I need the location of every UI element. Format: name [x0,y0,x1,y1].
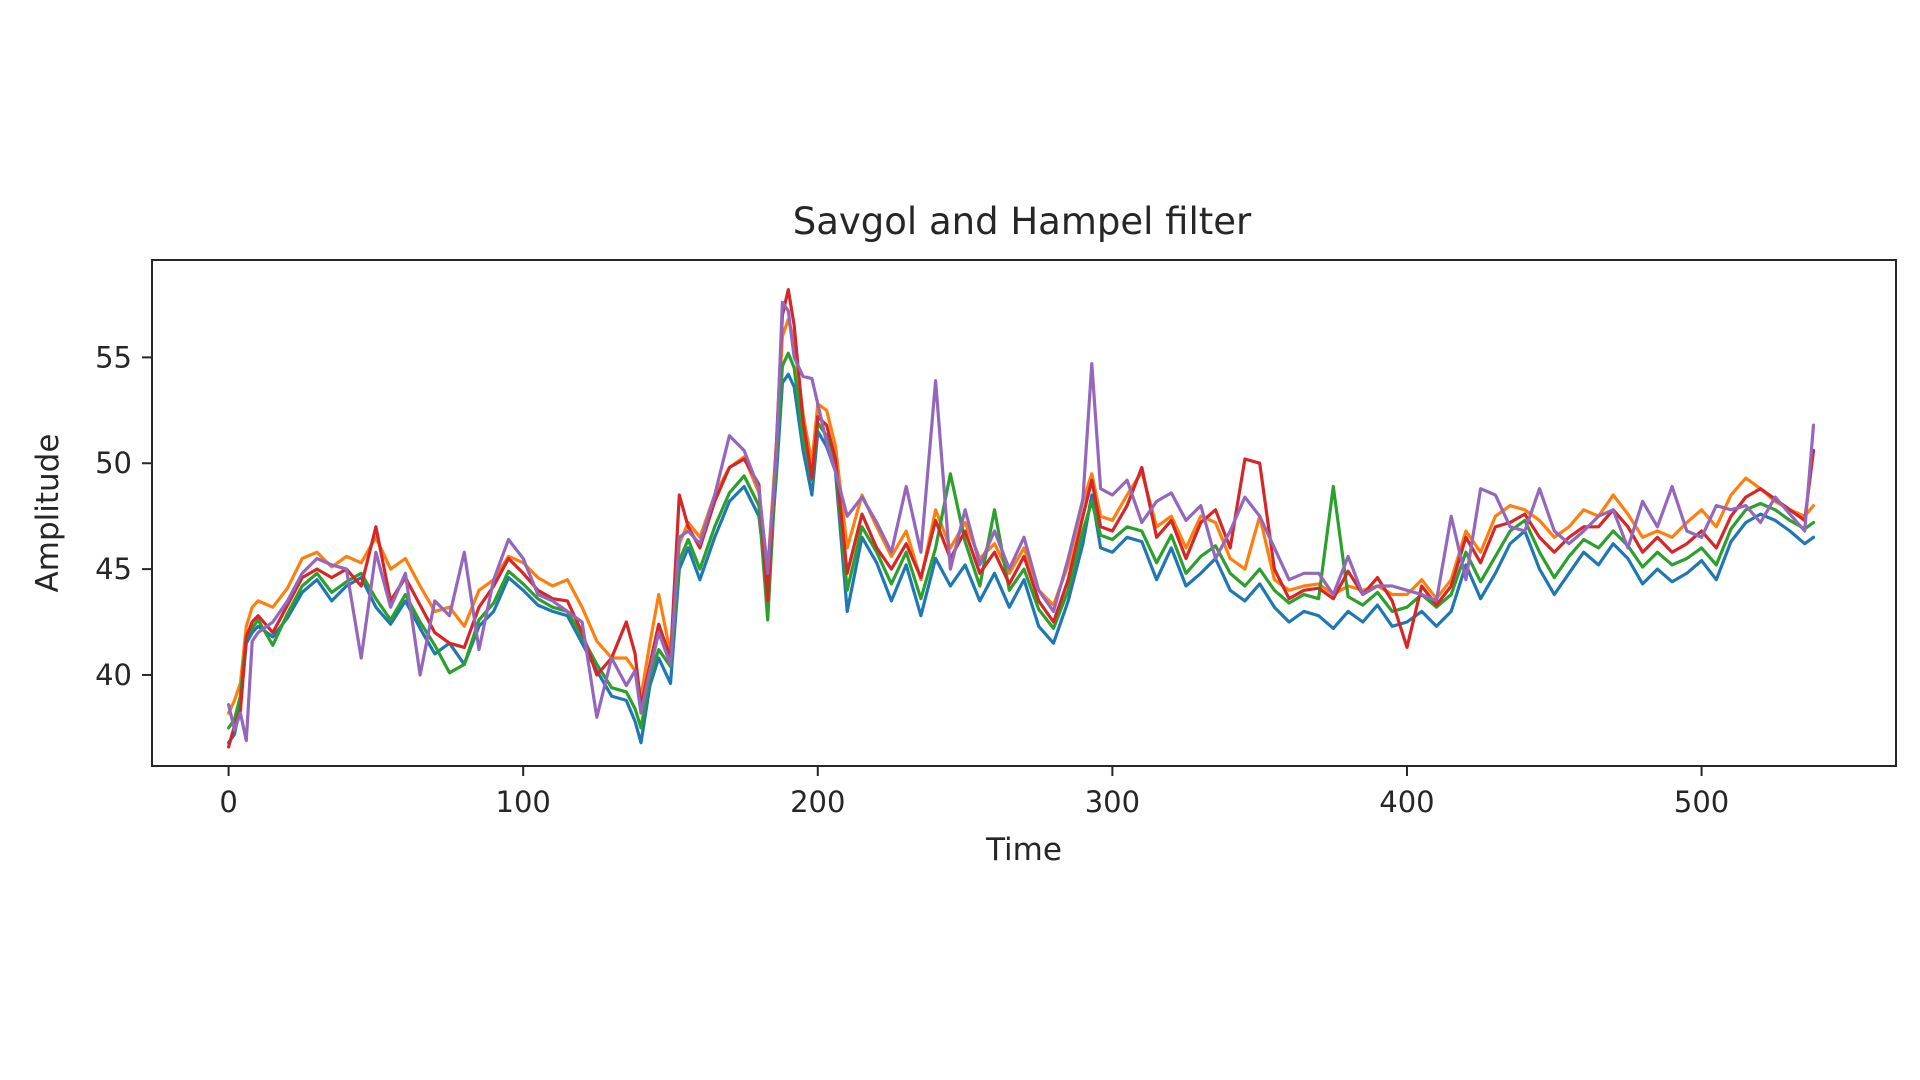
x-tick-label: 100 [496,785,551,819]
x-tick-label: 300 [1085,785,1140,819]
x-tick-label: 200 [790,785,845,819]
x-axis: 0 100 200 300 400 500 [219,766,1729,819]
series-line-3 [227,351,1816,730]
y-tick-label: 55 [95,340,132,374]
y-axis-label: Amplitude [30,434,66,593]
y-tick-label: 45 [95,552,132,586]
y-tick-label: 40 [95,658,132,692]
plot-frame [151,259,1897,767]
series-line-2 [227,317,1816,715]
chart-title: Savgol and Hampel filter [793,200,1252,243]
y-axis: 40 45 50 55 [95,340,152,692]
x-tick-label: 0 [219,785,237,819]
series-line-5 [227,300,1816,743]
plot-lines [227,288,1816,749]
x-tick-label: 400 [1379,785,1434,819]
x-tick-label: 500 [1674,785,1729,819]
y-tick-label: 50 [95,446,132,480]
x-axis-label: Time [985,832,1062,868]
